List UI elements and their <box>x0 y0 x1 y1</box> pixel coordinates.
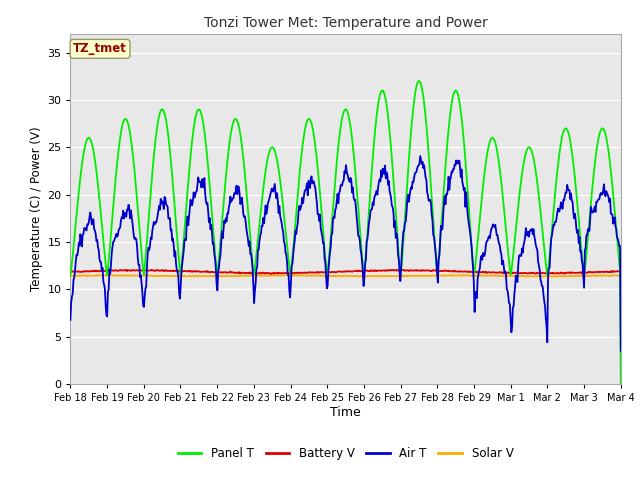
X-axis label: Time: Time <box>330 406 361 419</box>
Legend: Panel T, Battery V, Air T, Solar V: Panel T, Battery V, Air T, Solar V <box>173 443 518 465</box>
Title: Tonzi Tower Met: Temperature and Power: Tonzi Tower Met: Temperature and Power <box>204 16 488 30</box>
Text: TZ_tmet: TZ_tmet <box>73 42 127 55</box>
Y-axis label: Temperature (C) / Power (V): Temperature (C) / Power (V) <box>30 127 43 291</box>
